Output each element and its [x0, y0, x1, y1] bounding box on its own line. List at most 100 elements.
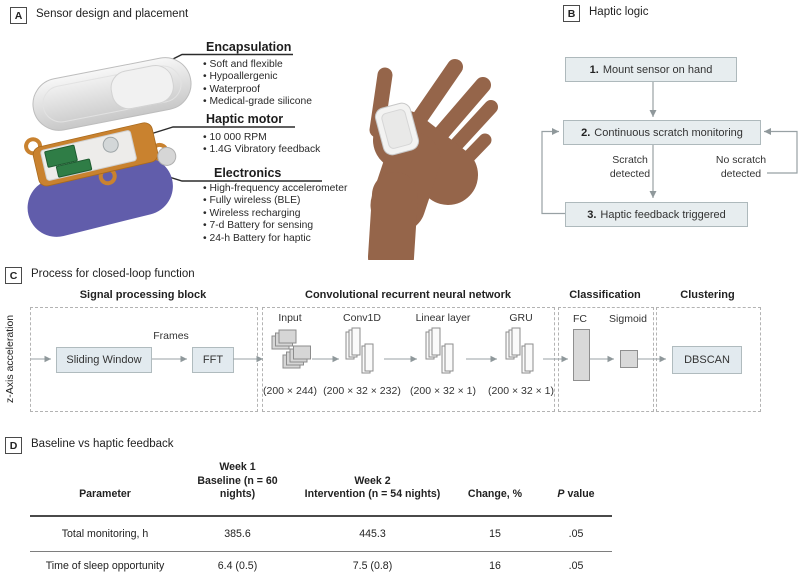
- input-dim: (200 × 244): [263, 385, 317, 397]
- branch-no-scratch-detected: No scratch detected: [703, 154, 779, 181]
- flow-step-1-number: 1.: [589, 63, 599, 76]
- flow-step-2-number: 2.: [581, 126, 591, 139]
- cell-parameter: Total monitoring, h: [61, 527, 149, 540]
- flex-pcb-shape: [24, 122, 177, 187]
- section-title-classification: Classification: [569, 289, 641, 301]
- bullet-item: Medical-grade silicone: [203, 96, 311, 108]
- panel-c-label: C: [5, 267, 22, 284]
- cell-p-value: .05: [568, 559, 584, 572]
- linear-layer-dim: (200 × 32 × 1): [410, 385, 476, 397]
- gru-dim: (200 × 32 × 1): [488, 385, 554, 397]
- flow-step-2-text: Continuous scratch monitoring: [594, 126, 743, 139]
- loop-step3-to-step2: [541, 127, 565, 215]
- sliding-window-box: Sliding Window: [56, 347, 152, 373]
- input-label: Input: [278, 312, 302, 324]
- wrist: [368, 172, 418, 260]
- fc-rect-icon: [573, 329, 590, 381]
- section-title-crnn: Convolutional recurrent neural network: [305, 289, 511, 301]
- exploded-sensor-illustration: [24, 57, 192, 237]
- dbscan-box: DBSCAN: [672, 346, 742, 374]
- panel-b-flow-arrows: [541, 80, 798, 215]
- conv1d-dim: (200 × 32 × 232): [323, 385, 401, 397]
- linear-layer-label: Linear layer: [415, 312, 471, 324]
- panel-a-title: Sensor design and placement: [36, 8, 189, 20]
- conv1d-stack-icon: [345, 327, 374, 374]
- table-row: Total monitoring, h 385.6 445.3 15 .05: [30, 517, 612, 552]
- cell-p-value: .05: [568, 527, 584, 540]
- branch-scratch-detected: Scratch detected: [598, 154, 662, 181]
- table-header-row: Parameter Week 1 Baseline (n = 60 nights…: [30, 461, 612, 517]
- header-week1-line2: Baseline (n = 60 nights): [197, 474, 278, 501]
- flow-step-1-text: Mount sensor on hand: [602, 63, 713, 76]
- linear-layer-stack-icon: [425, 327, 454, 374]
- branch-line: No scratch: [715, 154, 767, 166]
- bullet-item: High-frequency accelerometer: [203, 183, 347, 195]
- cell-week2: 445.3: [359, 527, 386, 540]
- z-axis-acceleration-label: z-Axis acceleration: [4, 314, 16, 403]
- bullet-item: 24-h Battery for haptic: [203, 233, 347, 245]
- branch-line: detected: [720, 167, 762, 180]
- flow-step-3: 3. Haptic feedback triggered: [565, 202, 748, 227]
- bullet-item: 1.4G Vibratory feedback: [203, 144, 320, 156]
- connector-disc: [157, 146, 177, 166]
- p-italic: P: [557, 488, 565, 500]
- electronics-heading: Electronics: [214, 166, 282, 180]
- fc-label: FC: [573, 313, 587, 325]
- panel-a-label: A: [10, 7, 27, 24]
- loop-no-scratch-to-step2: [764, 127, 798, 174]
- bullet-item: Wireless recharging: [203, 208, 347, 220]
- hand-with-sensor-illustration: [368, 59, 498, 260]
- section-title-signal-processing: Signal processing block: [79, 289, 207, 301]
- gru-label: GRU: [509, 312, 533, 324]
- header-week2: Week 2 Intervention (n = 54 nights): [295, 475, 450, 502]
- header-week2-line2: Intervention (n = 54 nights): [304, 488, 441, 500]
- gru-stack-icon: [505, 327, 534, 374]
- bullet-item: 10 000 RPM: [203, 132, 320, 144]
- cell-week1: 385.6: [224, 527, 251, 540]
- bullet-item: Fully wireless (BLE): [203, 195, 347, 207]
- cell-week1: 6.4 (0.5): [217, 559, 258, 572]
- bullet-item: Hypoallergenic: [203, 71, 312, 83]
- index-finger: [407, 59, 463, 133]
- cell-change: 16: [489, 559, 501, 572]
- encapsulation-shell-shape: [32, 57, 192, 131]
- sigmoid-square-icon: [620, 350, 638, 368]
- flow-step-1: 1. Mount sensor on hand: [565, 57, 737, 82]
- cell-change: 15: [489, 527, 501, 540]
- panel-c-title: Process for closed-loop function: [31, 268, 195, 280]
- cell-parameter: Time of sleep opportunity per night, mea…: [30, 560, 180, 572]
- sensor-patch: [374, 102, 420, 156]
- conv1d-label: Conv1D: [343, 312, 381, 324]
- header-change: Change, %: [467, 488, 523, 500]
- header-week1: Week 1 Baseline (n = 60 nights): [180, 461, 295, 502]
- bullet-item: Waterproof: [203, 84, 312, 96]
- p-rest: value: [567, 488, 595, 500]
- bullet-item: 7-d Battery for sensing: [203, 220, 347, 232]
- cell-week2: 7.5 (0.8): [352, 559, 393, 572]
- panel-d-label: D: [5, 437, 22, 454]
- fft-box: FFT: [192, 347, 234, 373]
- encapsulation-heading: Encapsulation: [206, 40, 292, 54]
- header-week2-line1: Week 2: [354, 474, 391, 487]
- bullet-item: Soft and flexible: [203, 59, 312, 71]
- input-stack-icon: [271, 329, 311, 369]
- branch-line: Scratch: [612, 154, 648, 166]
- cell-parameter-line1: Time of sleep opportunity: [45, 559, 165, 572]
- table-row: Time of sleep opportunity per night, mea…: [30, 552, 612, 572]
- panel-c-flow-arrows: [31, 327, 666, 374]
- section-title-clustering: Clustering: [680, 289, 735, 301]
- haptic-motor-dot: [102, 136, 119, 153]
- haptic-motor-bullets: 10 000 RPM 1.4G Vibratory feedback: [203, 132, 320, 157]
- header-parameter: Parameter: [79, 488, 131, 500]
- frames-label: Frames: [153, 330, 189, 342]
- panel-d-title: Baseline vs haptic feedback: [31, 438, 174, 450]
- branch-line: detected: [609, 167, 651, 180]
- sigmoid-label: Sigmoid: [609, 313, 647, 325]
- panel-b-title: Haptic logic: [589, 6, 649, 18]
- header-week1-line1: Week 1: [219, 461, 256, 473]
- encapsulation-bullets: Soft and flexible Hypoallergenic Waterpr…: [203, 59, 312, 109]
- flow-step-3-text: Haptic feedback triggered: [600, 208, 726, 221]
- flow-step-2: 2. Continuous scratch monitoring: [563, 120, 761, 145]
